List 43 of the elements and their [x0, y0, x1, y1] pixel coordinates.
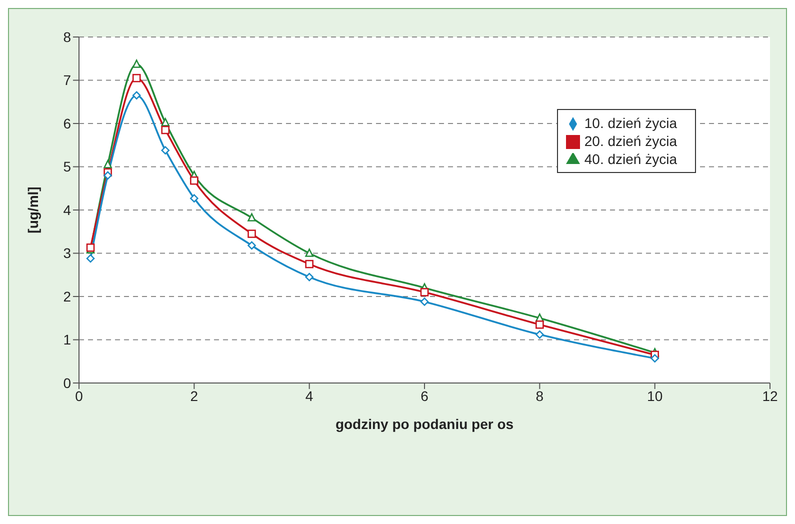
- point: [536, 330, 544, 339]
- point: [132, 91, 141, 100]
- point: [132, 74, 141, 82]
- point: [161, 146, 170, 154]
- x-tick-label: 8: [536, 388, 544, 404]
- point: [190, 194, 198, 202]
- legend-label: 10. dzień życia: [584, 115, 677, 131]
- y-tick-label: 5: [63, 158, 72, 175]
- x-tick-label: 2: [190, 388, 198, 404]
- x-tick-label: 6: [420, 388, 429, 404]
- point: [248, 213, 256, 222]
- y-tick-label: 0: [63, 374, 72, 391]
- point: [536, 320, 544, 329]
- point: [305, 248, 314, 257]
- y-tick-label: 1: [63, 332, 72, 348]
- point: [161, 118, 170, 126]
- y-axis-title: [ug/ml]: [24, 186, 41, 234]
- point: [248, 230, 256, 238]
- x-tick-label: 12: [762, 388, 778, 404]
- x-axis-title: godziny po podaniu per os: [335, 416, 514, 432]
- point: [104, 160, 112, 168]
- point: [161, 126, 170, 134]
- point: [650, 354, 659, 362]
- legend-label: 40. dzień życia: [584, 151, 677, 167]
- point: [104, 171, 112, 180]
- point: [420, 298, 429, 306]
- point: [190, 176, 198, 185]
- legend-label: 20. dzień życia: [584, 133, 677, 149]
- point: [132, 60, 141, 68]
- point: [305, 272, 314, 282]
- x-tick-label: 10: [647, 388, 663, 404]
- point: [248, 241, 256, 250]
- y-tick-label: 3: [63, 245, 72, 262]
- y-tick-label: 7: [63, 72, 72, 88]
- point: [420, 288, 429, 296]
- y-tick-label: 2: [63, 288, 72, 304]
- y-tick-label: 4: [63, 202, 72, 218]
- x-tick-label: 4: [305, 388, 314, 404]
- x-tick-label: 0: [75, 388, 84, 404]
- point: [86, 254, 95, 263]
- y-tick-label: 8: [63, 28, 72, 45]
- point: [305, 260, 314, 268]
- y-tick-label: 6: [63, 115, 72, 132]
